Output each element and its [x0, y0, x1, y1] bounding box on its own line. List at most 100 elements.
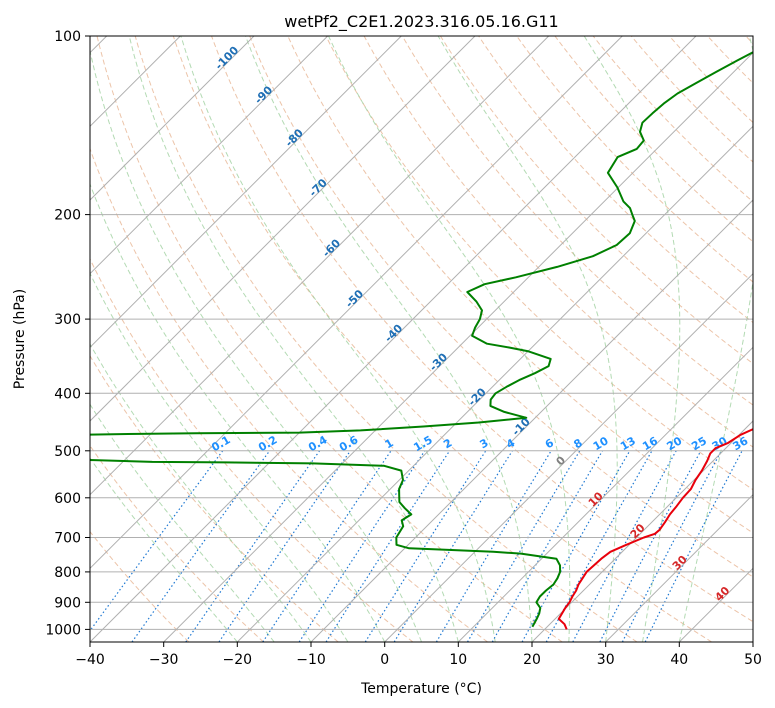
y-tick-label: 300 [54, 312, 81, 328]
temperature-line [557, 428, 753, 630]
dry-adiabat [745, 36, 753, 45]
moist-adiabat [90, 182, 386, 642]
x-tick-label: −40 [75, 652, 105, 668]
dry-adiabat [90, 147, 488, 642]
x-tick-label: −30 [149, 652, 179, 668]
mixing-ratio-line [185, 450, 321, 642]
mixing-ratio-label: 1 [383, 436, 396, 451]
isotherm [90, 36, 402, 349]
isotherm-label: -40 [382, 321, 405, 344]
isotherm [752, 641, 753, 642]
x-tick-label: 50 [744, 652, 762, 668]
dry-adiabat [669, 36, 753, 124]
chart-title: wetPf2_C2E1.2023.316.05.16.G11 [284, 12, 558, 32]
isotherm-label: -100 [213, 44, 242, 73]
mixing-ratio-line [325, 450, 451, 642]
x-tick-label: 30 [597, 652, 615, 668]
x-tick-label: 0 [380, 652, 389, 668]
mixing-ratio-line [621, 450, 722, 642]
isotherm [90, 36, 329, 275]
isotherm-label: 10 [586, 489, 606, 509]
moist-adiabat [90, 403, 275, 642]
y-axis-ticks: 100 200 300 400 500 600 700 800 900 1000 [45, 29, 90, 638]
dry-adiabat [96, 36, 563, 642]
mixing-ratio-line [599, 450, 702, 642]
isotherm [678, 567, 753, 642]
dry-adiabat [516, 36, 753, 283]
isotherm [90, 36, 550, 496]
x-tick-label: −10 [296, 652, 326, 668]
dry-adiabat [401, 36, 753, 406]
isotherm [90, 36, 697, 642]
moist-adiabat [180, 36, 496, 642]
y-tick-label: 800 [54, 565, 81, 581]
dry-adiabat [287, 36, 753, 534]
moist-adiabat [90, 457, 238, 642]
isotherm-label: -90 [252, 83, 275, 106]
dry-adiabat [211, 36, 753, 623]
x-tick-label: 10 [449, 652, 467, 668]
dry-adiabat [90, 530, 190, 642]
isotherm [90, 36, 476, 422]
dry-adiabat [134, 36, 638, 642]
dry-adiabat [439, 36, 753, 365]
mixing-ratio-line [131, 450, 271, 642]
dry-adiabat [325, 36, 753, 491]
dry-adiabat [554, 36, 753, 243]
y-tick-label: 900 [54, 595, 81, 611]
isotherm-label: 20 [628, 521, 648, 541]
x-tick-label: 20 [523, 652, 541, 668]
dry-adiabat [172, 36, 712, 642]
moist-adiabat [583, 36, 681, 642]
mixing-ratio-line [90, 450, 224, 632]
y-tick-label: 600 [54, 491, 81, 507]
x-tick-label: 40 [670, 652, 688, 668]
mixing-ratio-lines [90, 450, 743, 642]
moist-adiabat [245, 36, 533, 642]
mixing-ratio-line [364, 450, 487, 642]
moist-adiabat [328, 36, 571, 642]
plot-area: -100-90-80-70-60-50-40-30-20-10010203040… [90, 36, 753, 642]
mixing-ratio-label: 2 [441, 436, 454, 451]
y-tick-label: 1000 [45, 622, 81, 638]
mixing-ratio-line [466, 450, 581, 642]
dry-adiabat [90, 444, 264, 642]
isotherm [163, 51, 753, 642]
mixing-ratio-line [435, 450, 552, 642]
x-axis-label: Temperature (°C) [360, 681, 482, 697]
mixing-ratio-label: 3 [477, 436, 490, 451]
isotherms [90, 36, 753, 642]
isotherm-label: -70 [307, 176, 330, 199]
isotherm [90, 36, 623, 570]
mixing-ratio-label: 4 [504, 436, 517, 451]
isotherm-label: 30 [670, 553, 690, 573]
mixing-ratio-labels: 0.1 0.2 0.4 0.6 1 1.5 2 3 4 6 8 10 13 16 20 25 30 36 [209, 433, 750, 454]
dry-adiabat [592, 36, 753, 203]
moist-adiabat [128, 36, 459, 642]
dry-adiabat [707, 36, 753, 84]
moist-adiabat [437, 36, 618, 642]
isotherm-label: -60 [320, 236, 343, 259]
y-axis-label: Pressure (hPa) [12, 289, 28, 389]
mixing-ratio-line [393, 450, 513, 642]
isotherm [531, 420, 753, 642]
dry-adiabat [90, 354, 339, 642]
dry-adiabat [90, 257, 414, 642]
isotherm [384, 272, 753, 642]
plot-frame [89, 35, 754, 643]
dewpoint-line [90, 51, 753, 628]
mixing-ratio-line [491, 450, 604, 642]
x-axis-ticks: −40 −30 −20 −10 0 10 20 30 40 50 [75, 642, 762, 668]
isotherm [310, 199, 753, 642]
moist-adiabat [90, 343, 312, 642]
isotherm [90, 36, 255, 201]
moist-adiabat [678, 36, 753, 642]
isotherm-label: -50 [343, 287, 366, 310]
moist-adiabat [90, 272, 349, 642]
y-tick-label: 500 [54, 444, 81, 460]
isotherm-label: 40 [712, 584, 732, 604]
y-tick-label: 700 [54, 531, 81, 547]
dry-adiabat [363, 36, 753, 448]
isotherm [236, 125, 753, 642]
